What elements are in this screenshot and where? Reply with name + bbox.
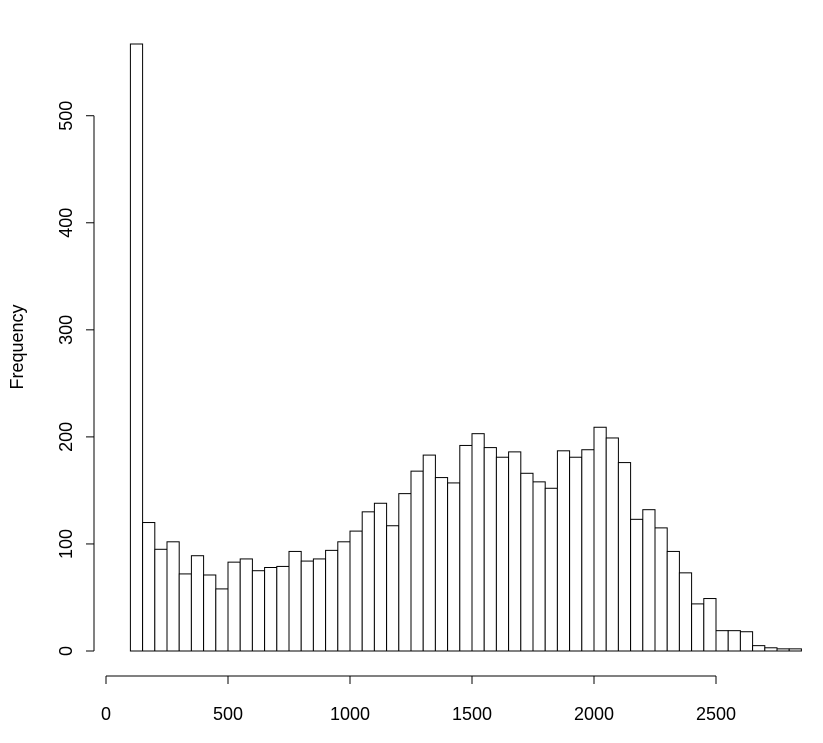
bar — [227, 561, 241, 652]
x-tick-label: 500 — [213, 704, 243, 724]
y-tick-label: 400 — [56, 208, 76, 238]
bar — [556, 450, 571, 652]
x-tick-label: 1000 — [330, 704, 370, 724]
bar — [569, 456, 583, 652]
bar — [642, 509, 656, 652]
bar — [386, 525, 400, 652]
bar — [251, 570, 266, 652]
bar — [459, 444, 473, 652]
x-tick-label: 2500 — [696, 704, 736, 724]
bar — [142, 522, 156, 652]
bar — [483, 447, 497, 652]
bar — [788, 648, 802, 652]
bar — [532, 481, 546, 652]
bar — [471, 433, 485, 652]
bar — [312, 558, 327, 652]
x-tick-label: 2000 — [574, 704, 614, 724]
bar — [154, 548, 168, 652]
bar — [349, 530, 363, 652]
bar — [776, 648, 790, 652]
bar — [495, 456, 510, 652]
bar — [764, 647, 778, 652]
bar — [508, 451, 522, 652]
bar — [422, 454, 436, 652]
bar — [190, 555, 205, 652]
bar — [361, 511, 375, 652]
bar — [300, 560, 314, 652]
bar — [630, 518, 644, 652]
bar — [166, 541, 180, 652]
bar — [715, 630, 729, 652]
bar — [593, 426, 607, 652]
bar — [129, 43, 144, 652]
bar — [654, 527, 668, 652]
x-tick-label: 0 — [101, 704, 111, 724]
bar — [544, 487, 558, 652]
bar — [325, 549, 339, 652]
bar — [398, 493, 412, 652]
bar — [678, 572, 693, 652]
bar — [215, 588, 229, 652]
bar — [617, 462, 632, 652]
bar — [727, 630, 741, 652]
bar — [288, 550, 302, 652]
bar — [434, 477, 449, 652]
bar — [739, 631, 754, 652]
bar — [581, 449, 595, 652]
bar — [605, 437, 619, 652]
bar — [276, 565, 290, 652]
bar — [337, 541, 351, 652]
bar — [410, 470, 424, 652]
bar — [447, 482, 461, 652]
y-axis-label: Frequency — [7, 304, 27, 389]
bar — [178, 573, 192, 652]
y-tick-label: 200 — [56, 422, 76, 452]
bar — [239, 558, 253, 652]
y-tick-label: 500 — [56, 101, 76, 131]
bar — [373, 502, 388, 652]
bar — [520, 472, 534, 652]
bar — [703, 598, 717, 652]
y-tick-label: 300 — [56, 315, 76, 345]
bar — [264, 566, 278, 652]
bar — [752, 645, 766, 652]
y-tick-label: 0 — [56, 646, 76, 656]
bar — [203, 574, 217, 652]
bar — [666, 550, 680, 652]
y-tick-label: 100 — [56, 529, 76, 559]
bar — [691, 603, 705, 652]
x-tick-label: 1500 — [452, 704, 492, 724]
